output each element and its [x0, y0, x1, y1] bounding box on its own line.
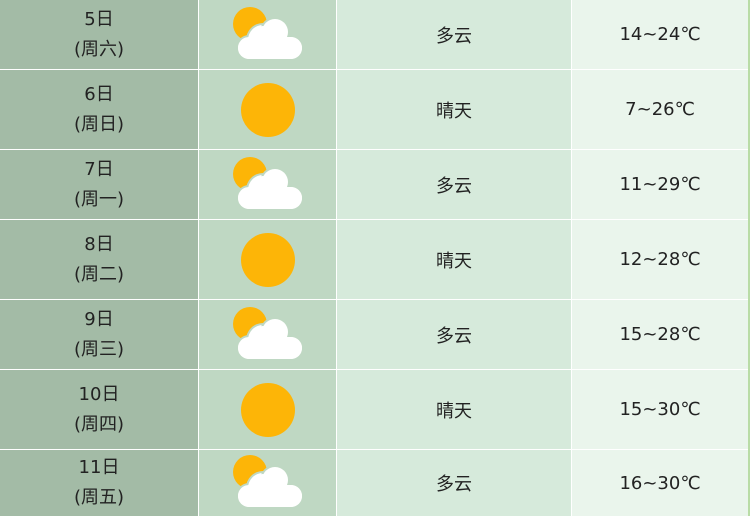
- weekday-label: (周六): [73, 38, 125, 60]
- sun-shape: [240, 82, 295, 137]
- date-cell: 7日 (周一): [0, 150, 199, 219]
- temperature-cell: 15~30℃: [572, 370, 748, 449]
- temperature-cell: 11~29℃: [572, 150, 748, 219]
- weather-cell: 晴天: [337, 70, 572, 149]
- date-label: 10日: [78, 383, 120, 405]
- sun-icon: [233, 232, 303, 288]
- sun-icon: [233, 382, 303, 438]
- forecast-row: 8日 (周二) 晴天 12~28℃: [0, 220, 748, 300]
- date-label: 8日: [84, 233, 114, 255]
- weekday-label: (周一): [73, 188, 125, 210]
- weather-cell: 晴天: [337, 220, 572, 299]
- weekday-label: (周三): [73, 338, 125, 360]
- date-cell: 8日 (周二): [0, 220, 199, 299]
- sun-shape: [240, 232, 295, 287]
- temperature-cell: 16~30℃: [572, 450, 748, 516]
- date-label: 7日: [84, 158, 114, 180]
- temperature-label: 14~24℃: [619, 24, 701, 45]
- icon-cell: [199, 220, 337, 299]
- date-cell: 5日 (周六): [0, 0, 199, 69]
- partly-cloudy-icon: [232, 306, 303, 363]
- date-label: 5日: [84, 8, 114, 30]
- date-cell: 10日 (周四): [0, 370, 199, 449]
- date-label: 9日: [84, 308, 114, 330]
- weather-label: 多云: [436, 25, 472, 47]
- date-label: 6日: [84, 83, 114, 105]
- temperature-label: 15~28℃: [619, 324, 701, 345]
- weather-label: 晴天: [436, 250, 472, 272]
- partly-cloudy-icon: [232, 455, 303, 511]
- temperature-label: 11~29℃: [619, 174, 701, 195]
- icon-cell: [199, 150, 337, 219]
- temperature-label: 15~30℃: [619, 399, 701, 420]
- cloud-shape: [237, 467, 302, 507]
- weather-label: 多云: [436, 474, 472, 495]
- temperature-label: 7~26℃: [625, 99, 695, 120]
- weather-label: 晴天: [436, 400, 472, 422]
- sun-icon: [233, 82, 303, 138]
- icon-cell: [199, 300, 337, 369]
- temperature-cell: 7~26℃: [572, 70, 748, 149]
- partly-cloudy-icon: [232, 156, 303, 213]
- date-cell: 6日 (周日): [0, 70, 199, 149]
- temperature-label: 12~28℃: [619, 249, 701, 270]
- temperature-cell: 12~28℃: [572, 220, 748, 299]
- date-cell: 11日 (周五): [0, 450, 199, 516]
- forecast-row: 11日 (周五) 多云 16~30℃: [0, 450, 748, 516]
- weekday-label: (周日): [73, 113, 125, 135]
- forecast-row: 5日 (周六) 多云 14~24℃: [0, 0, 748, 70]
- temperature-cell: 14~24℃: [572, 0, 748, 69]
- cloud-shape: [237, 168, 302, 209]
- weather-cell: 晴天: [337, 370, 572, 449]
- temperature-cell: 15~28℃: [572, 300, 748, 369]
- forecast-row: 9日 (周三) 多云 15~28℃: [0, 300, 748, 370]
- cloud-shape: [237, 18, 302, 59]
- date-cell: 9日 (周三): [0, 300, 199, 369]
- icon-cell: [199, 0, 337, 69]
- weather-label: 多云: [436, 325, 472, 347]
- forecast-row: 10日 (周四) 晴天 15~30℃: [0, 370, 748, 450]
- icon-cell: [199, 370, 337, 449]
- partly-cloudy-icon: [232, 6, 303, 63]
- weather-cell: 多云: [337, 300, 572, 369]
- weather-cell: 多云: [337, 450, 572, 516]
- cloud-shape: [237, 318, 302, 359]
- weather-label: 多云: [436, 175, 472, 197]
- icon-cell: [199, 450, 337, 516]
- weekday-label: (周二): [73, 263, 125, 285]
- sun-shape: [240, 382, 295, 437]
- weekday-label: (周四): [73, 413, 125, 435]
- icon-cell: [199, 70, 337, 149]
- weekday-label: (周五): [73, 487, 125, 508]
- date-label: 11日: [78, 457, 120, 478]
- temperature-label: 16~30℃: [619, 472, 701, 494]
- weather-cell: 多云: [337, 150, 572, 219]
- weather-label: 晴天: [436, 100, 472, 122]
- weather-cell: 多云: [337, 0, 572, 69]
- forecast-row: 6日 (周日) 晴天 7~26℃: [0, 70, 748, 150]
- forecast-row: 7日 (周一) 多云 11~29℃: [0, 150, 748, 220]
